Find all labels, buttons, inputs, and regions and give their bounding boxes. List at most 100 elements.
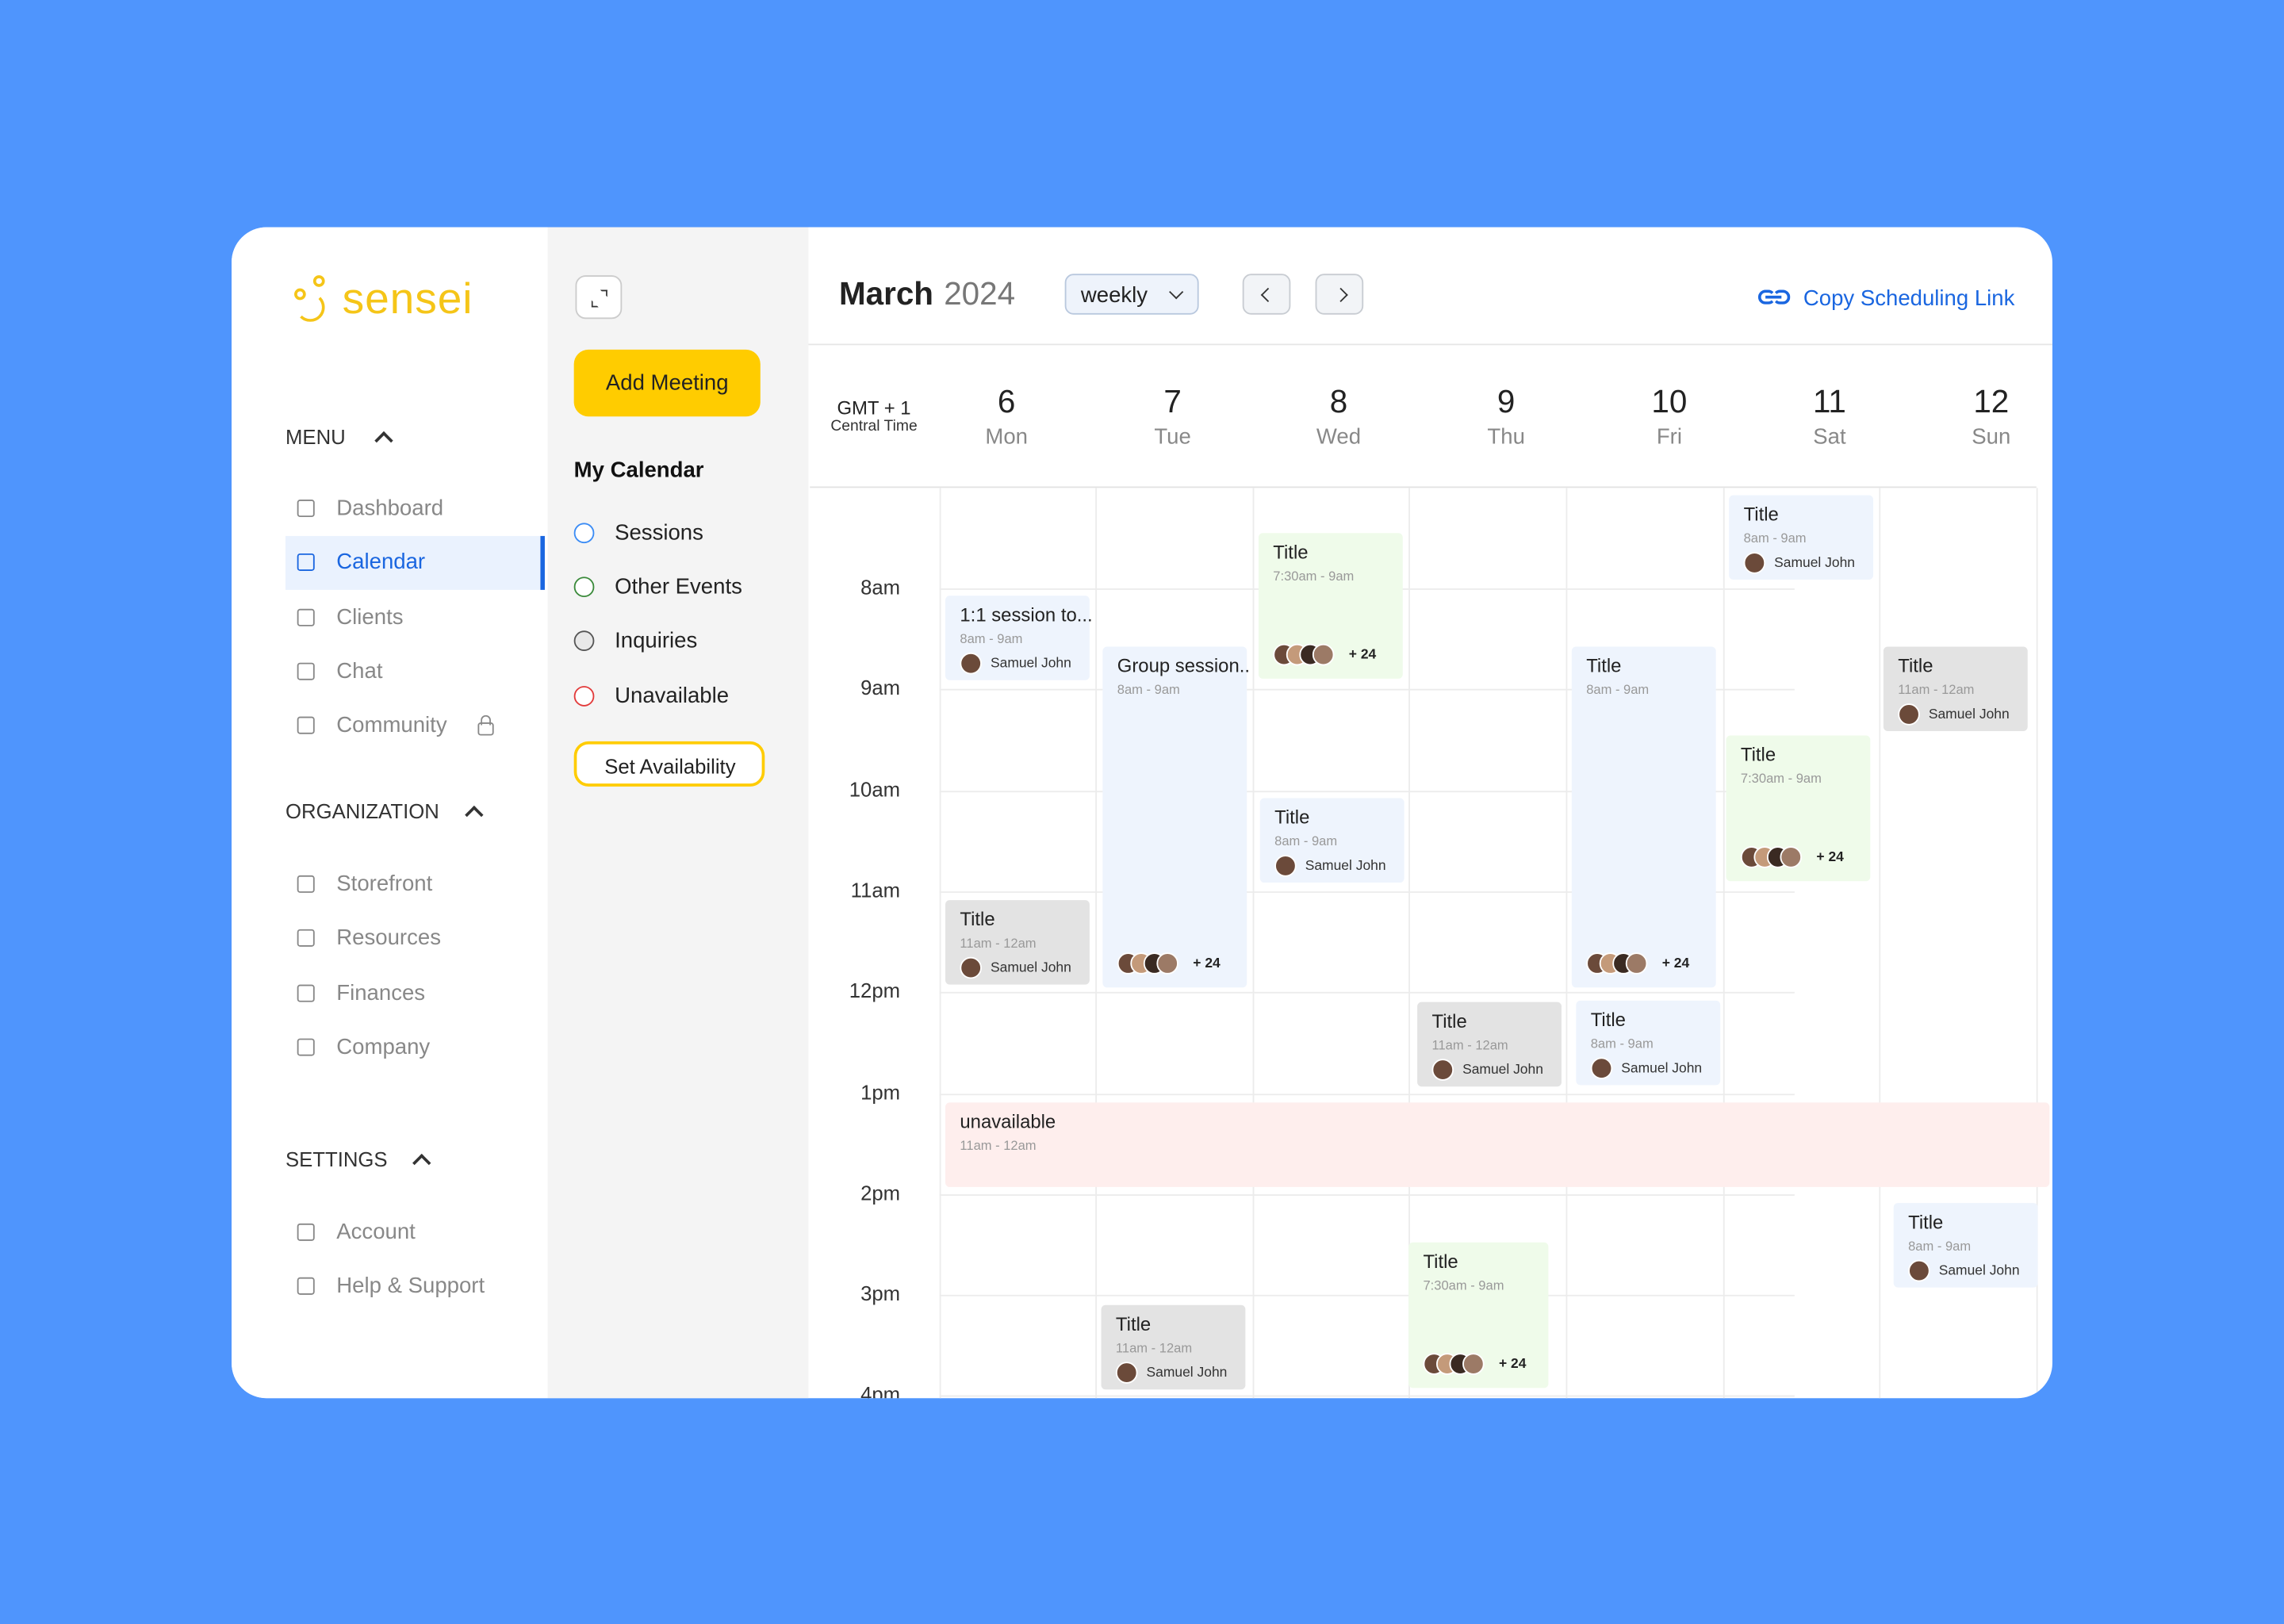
nav-item[interactable]: Clients [336, 604, 404, 630]
day-name: Sun [1972, 424, 2011, 450]
event-card[interactable]: 1:1 session to... 8am - 9am Samuel John [945, 596, 1093, 680]
nav-item[interactable]: Help & Support [336, 1274, 485, 1299]
event-time: 11am - 12am [1898, 682, 1975, 697]
day-name: Wed [1316, 424, 1362, 450]
calendar-name[interactable]: Inquiries [615, 629, 698, 654]
event-card[interactable]: Title 7:30am - 9am + 24 [1258, 533, 1403, 679]
nav-icon [297, 983, 315, 1002]
grid-column-line [1879, 488, 1881, 1399]
nav-item[interactable]: Storefront [336, 871, 433, 897]
month: March [838, 275, 933, 312]
event-time: 8am - 9am [1274, 833, 1338, 848]
nav-icon [297, 929, 315, 948]
header-divider [808, 343, 2052, 346]
nav-item[interactable]: Account [336, 1220, 416, 1245]
event-title: Title [1423, 1250, 1458, 1273]
timezone-name: Central Time [830, 417, 918, 435]
hour-label: 11am [850, 878, 901, 902]
event-card[interactable]: Title 7:30am - 9am + 24 [1408, 1242, 1549, 1388]
arrow-icon [1260, 287, 1275, 303]
nav-item[interactable]: Dashboard [336, 496, 444, 521]
event-card[interactable]: Title 8am - 9am Samuel John [1893, 1203, 2038, 1288]
brand-name: sensei [342, 275, 473, 324]
event-time: 11am - 12am [960, 1138, 1037, 1153]
copy-link[interactable]: Copy Scheduling Link [1803, 285, 2015, 312]
calendar-toggle[interactable] [573, 685, 595, 707]
event-card[interactable]: Group session.. 8am - 9am + 24 [1102, 646, 1250, 988]
event-person: Samuel John [1305, 858, 1386, 875]
add-meeting-button[interactable]: Add Meeting [573, 349, 761, 417]
event-card[interactable]: Title 8am - 9am Samuel John [1729, 495, 1874, 580]
event-title: Title [1431, 1009, 1467, 1032]
logo-icon-dot [312, 275, 325, 287]
event-card[interactable]: Title 7:30am - 9am + 24 [1726, 735, 1871, 882]
section-title: SETTINGS [285, 1147, 388, 1171]
nav-item[interactable]: Community [336, 713, 447, 738]
avatar [1898, 703, 1920, 726]
prev-button[interactable] [1242, 274, 1291, 315]
calendar-toggle[interactable] [573, 631, 595, 652]
nav-item[interactable]: Company [336, 1034, 431, 1060]
logo-icon-body [295, 293, 325, 322]
nav-icon [297, 553, 315, 572]
event-title: Title [1586, 654, 1622, 677]
avatar [960, 652, 982, 675]
grid-column-line [1252, 488, 1255, 1399]
day-date: 8 [1329, 383, 1348, 419]
event-card[interactable]: Title 11am - 12am Samuel John [945, 900, 1090, 985]
panel-title: My Calendar [573, 458, 704, 483]
nav-item[interactable]: Calendar [336, 550, 426, 576]
nav-icon [297, 499, 315, 518]
event-time: 8am - 9am [1586, 682, 1650, 697]
next-button[interactable] [1315, 274, 1364, 315]
button-label: Set Availability [604, 754, 736, 778]
avatar [1274, 855, 1297, 877]
event-title: unavailable [960, 1110, 1056, 1133]
expand-button[interactable] [575, 275, 623, 320]
grid-column-line [1723, 488, 1725, 1399]
calendar-toggle[interactable] [573, 576, 595, 598]
set-availability-button[interactable]: Set Availability [573, 741, 765, 787]
nav-icon [297, 608, 315, 626]
calendar-name[interactable]: Other Events [615, 574, 742, 600]
event-person: Samuel John [1938, 1262, 2020, 1280]
event-card[interactable]: Title 11am - 12am Samuel John [1883, 646, 2028, 732]
section-title: MENU [285, 425, 346, 449]
button-label: Add Meeting [605, 370, 729, 396]
nav-item[interactable]: Chat [336, 658, 383, 684]
hour-label: 10am [849, 777, 901, 801]
nav-icon [297, 662, 315, 680]
attendee-count: + 24 [1816, 849, 1844, 866]
grid-hour-line [939, 790, 1795, 792]
nav-item[interactable]: Resources [336, 925, 441, 952]
event-time: 11am - 12am [1431, 1037, 1508, 1053]
event-card[interactable]: Title 8am - 9am Samuel John [1259, 798, 1405, 883]
event-card[interactable]: unavailable 11am - 12am [945, 1102, 2050, 1187]
nav-item[interactable]: Finances [336, 980, 426, 1005]
avatar [1462, 1353, 1485, 1375]
grid-hour-line [939, 689, 1795, 691]
event-title: Title [1908, 1211, 1944, 1233]
view-dropdown[interactable]: weekly [1064, 274, 1199, 315]
event-person: Samuel John [1462, 1062, 1543, 1078]
event-title: Title [1898, 654, 1933, 677]
event-title: Title [1743, 503, 1779, 526]
expand-icon [600, 289, 607, 297]
event-time: 8am - 9am [1743, 530, 1807, 546]
calendar-toggle[interactable] [573, 523, 595, 544]
event-card[interactable]: Title 8am - 9am + 24 [1571, 646, 1716, 988]
grid-hour-line [939, 992, 1795, 994]
event-person: Samuel John [1621, 1060, 1703, 1077]
grid-hour-line [939, 891, 1795, 893]
link-icon [1772, 289, 1791, 304]
event-card[interactable]: Title 11am - 12am Samuel John [1417, 1002, 1562, 1087]
event-card[interactable]: Title 8am - 9am Samuel John [1576, 1000, 1721, 1086]
calendar-name[interactable]: Unavailable [615, 683, 730, 708]
avatar [1312, 643, 1335, 666]
grid-column-line [939, 488, 941, 1399]
event-card[interactable]: Title 11am - 12am Samuel John [1101, 1304, 1246, 1390]
calendar-name[interactable]: Sessions [615, 520, 703, 546]
avatar [1590, 1057, 1613, 1080]
lock-icon-shackle [481, 715, 491, 726]
event-title: Title [1273, 541, 1309, 563]
